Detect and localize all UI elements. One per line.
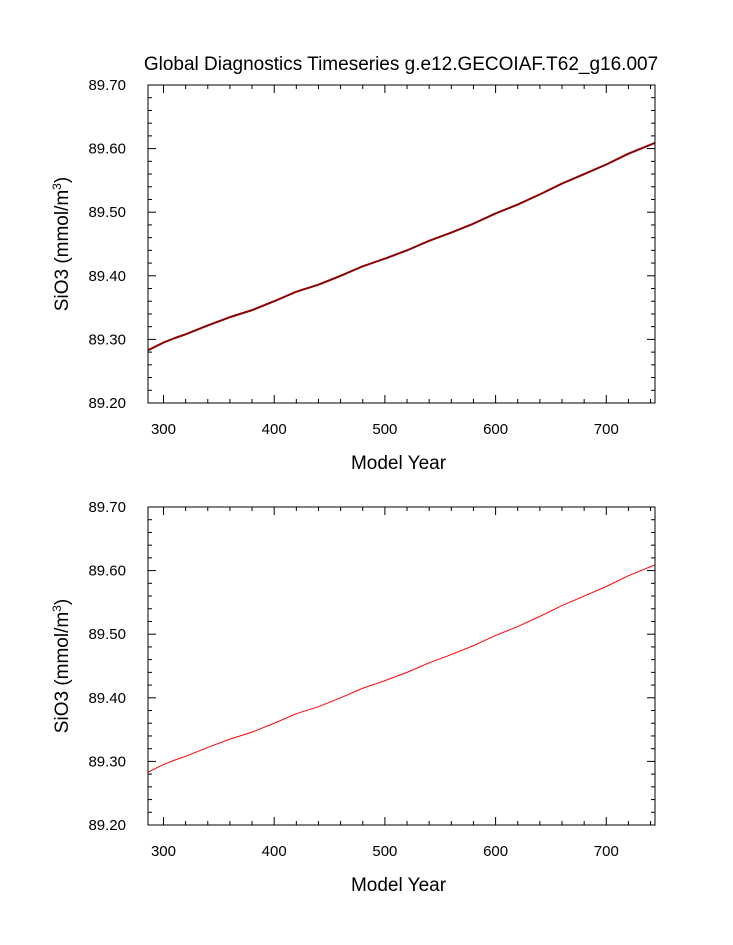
y-tick-label: 89.50 xyxy=(88,204,126,221)
y-axis-label: SiO3 (mmol/m3) xyxy=(50,177,73,311)
x-tick-label: 400 xyxy=(262,843,287,860)
y-tick-label: 89.70 xyxy=(88,77,126,94)
chart-panel-1: 300 400 500 600 700 89.20 89.30 89.40 89.50 89.60… xyxy=(50,77,656,474)
y-tick-label: 89.50 xyxy=(88,626,126,643)
x-axis-label: Model Year xyxy=(351,875,447,896)
x-tick-label: 600 xyxy=(483,843,508,860)
y-tick-label: 89.60 xyxy=(88,141,126,158)
chart-panel-2: 300 400 500 600 700 89.20 89.30 89.40 89.50 89.60… xyxy=(50,499,656,896)
y-tick-label: 89.30 xyxy=(88,753,126,770)
y-axis-label: SiO3 (mmol/m3) xyxy=(50,599,73,733)
y-tick-label: 89.40 xyxy=(88,268,126,285)
y-tick-label: 89.40 xyxy=(88,690,126,707)
series-line-1 xyxy=(147,564,656,773)
plot-frame xyxy=(147,84,656,404)
x-axis-label: Model Year xyxy=(351,453,447,474)
x-tick-label: 300 xyxy=(151,421,176,438)
x-tick-label: 400 xyxy=(262,421,287,438)
y-tick-label: 89.70 xyxy=(88,499,126,516)
x-tick-label: 700 xyxy=(594,843,619,860)
y-tick-label: 89.30 xyxy=(88,331,126,348)
x-tick-label: 500 xyxy=(372,421,397,438)
y-tick-label: 89.60 xyxy=(88,563,126,580)
x-tick-label: 500 xyxy=(372,843,397,860)
x-tick-label: 700 xyxy=(594,421,619,438)
chart-title: Global Diagnostics Timeseries g.e12.GECO… xyxy=(144,54,658,75)
y-tick-label: 89.20 xyxy=(88,395,126,412)
plot-frame xyxy=(147,506,656,826)
panels: 300 400 500 600 700 89.20 89.30 89.40 89.50 89.60… xyxy=(50,77,656,896)
x-tick-label: 300 xyxy=(151,843,176,860)
y-tick-label: 89.20 xyxy=(88,817,126,834)
series-line-1 xyxy=(147,141,656,352)
x-tick-label: 600 xyxy=(483,421,508,438)
